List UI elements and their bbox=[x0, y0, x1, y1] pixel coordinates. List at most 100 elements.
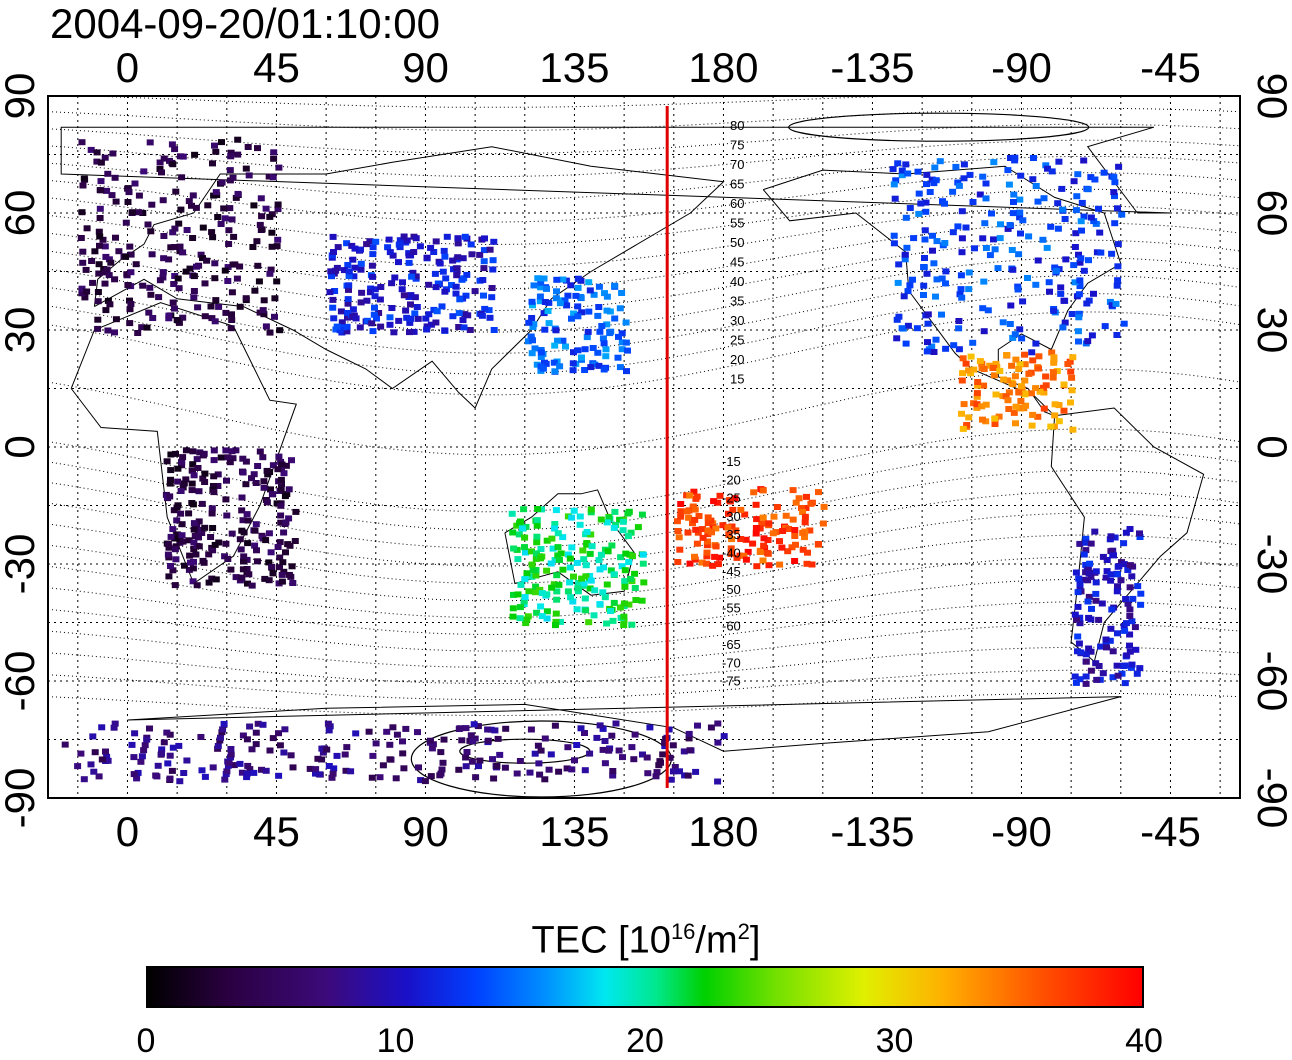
tec-cell bbox=[1112, 300, 1120, 307]
tec-cell bbox=[712, 543, 720, 550]
tec-cell bbox=[570, 349, 577, 356]
tec-cell bbox=[551, 525, 559, 532]
tec-cell bbox=[126, 297, 133, 304]
tec-cell bbox=[242, 295, 250, 302]
tec-cell bbox=[624, 533, 632, 540]
tec-cell bbox=[523, 616, 531, 623]
tec-cell bbox=[580, 580, 588, 587]
tec-cell bbox=[547, 751, 555, 758]
tec-cell bbox=[1032, 183, 1040, 189]
tec-cell bbox=[195, 543, 203, 550]
tec-cell bbox=[959, 370, 967, 377]
tec-cell bbox=[269, 735, 277, 742]
tec-cell bbox=[265, 577, 273, 584]
tec-cell bbox=[179, 538, 187, 545]
tec-cell bbox=[901, 251, 909, 258]
tec-cell bbox=[214, 471, 222, 478]
tec-cell bbox=[1071, 673, 1079, 680]
tec-cell bbox=[228, 216, 236, 223]
tec-cell bbox=[122, 219, 130, 226]
tec-cell bbox=[1042, 162, 1050, 169]
tec-cell bbox=[574, 303, 582, 310]
tec-cell bbox=[1032, 340, 1040, 347]
tec-cell bbox=[441, 288, 449, 295]
tec-cell bbox=[1082, 673, 1090, 680]
tec-cell bbox=[228, 317, 236, 323]
tec-cell bbox=[232, 447, 240, 454]
tec-cell bbox=[112, 234, 119, 241]
tec-cell bbox=[967, 353, 975, 360]
tec-cell bbox=[533, 533, 541, 540]
tec-cell bbox=[685, 514, 693, 521]
tec-cell bbox=[563, 302, 571, 309]
tec-cell bbox=[329, 304, 337, 311]
tec-cell bbox=[920, 264, 928, 271]
tec-cell bbox=[760, 542, 768, 549]
left-latitude-tick: 90 bbox=[0, 73, 43, 120]
tec-cell bbox=[196, 449, 204, 456]
tec-cell bbox=[454, 240, 462, 247]
tec-cell bbox=[330, 315, 338, 322]
tec-cell bbox=[469, 738, 477, 745]
tec-cell bbox=[200, 450, 208, 457]
tec-cell bbox=[266, 270, 274, 277]
tec-cell bbox=[974, 379, 982, 385]
tec-cell bbox=[80, 175, 88, 182]
tec-cell bbox=[659, 751, 667, 758]
tec-cell bbox=[973, 390, 981, 397]
tec-cell bbox=[463, 749, 471, 755]
tec-cell bbox=[563, 765, 571, 772]
tec-cell bbox=[145, 309, 153, 316]
tec-cell bbox=[1082, 535, 1090, 542]
tec-cell bbox=[1022, 402, 1030, 409]
tec-cell bbox=[707, 724, 715, 731]
tec-cell bbox=[889, 166, 897, 173]
tec-cell bbox=[1019, 298, 1027, 305]
left-latitude-tick: 0 bbox=[0, 435, 43, 458]
tec-cell bbox=[1051, 264, 1059, 271]
tec-cell bbox=[1087, 648, 1095, 655]
tec-cell bbox=[248, 746, 256, 753]
tec-cell bbox=[530, 282, 538, 289]
tec-cell bbox=[543, 285, 550, 292]
tec-cell bbox=[539, 365, 547, 372]
tec-cell bbox=[581, 767, 589, 774]
tec-cell bbox=[1077, 218, 1085, 225]
tec-cell bbox=[653, 769, 661, 776]
tec-cell bbox=[561, 297, 569, 304]
tec-cell bbox=[1073, 616, 1080, 623]
tec-cell bbox=[618, 563, 626, 570]
tec-cell bbox=[1068, 374, 1076, 381]
tec-cell bbox=[566, 564, 574, 571]
tec-cell bbox=[616, 604, 624, 611]
tec-cell bbox=[710, 498, 718, 505]
tec-cell bbox=[982, 180, 990, 187]
tec-cell bbox=[207, 534, 215, 540]
tec-cell bbox=[1059, 206, 1067, 213]
tec-cell bbox=[1087, 540, 1095, 547]
tec-cell bbox=[409, 269, 417, 276]
tec-cell bbox=[210, 192, 218, 199]
tec-cell bbox=[524, 613, 532, 620]
tec-cell bbox=[509, 529, 517, 536]
tec-cell bbox=[541, 735, 549, 742]
tec-cell bbox=[534, 275, 542, 282]
tec-cell bbox=[388, 305, 396, 311]
tec-cell bbox=[564, 588, 572, 595]
tec-cell bbox=[1093, 676, 1101, 683]
tec-cell bbox=[281, 726, 289, 733]
tec-cell bbox=[104, 327, 112, 334]
tec-cell bbox=[1102, 636, 1110, 643]
tec-cell bbox=[1099, 553, 1107, 560]
tec-cell bbox=[489, 266, 497, 273]
tec-cell bbox=[644, 770, 652, 777]
tec-cell bbox=[570, 507, 578, 514]
left-latitude-tick: 30 bbox=[0, 307, 43, 354]
tec-cell bbox=[1034, 257, 1042, 264]
tec-cell bbox=[194, 304, 202, 311]
tec-cell bbox=[147, 228, 155, 235]
tec-cell bbox=[958, 249, 966, 256]
tec-cell bbox=[1027, 390, 1035, 397]
tec-cell bbox=[195, 534, 202, 541]
tec-cell bbox=[195, 518, 203, 525]
